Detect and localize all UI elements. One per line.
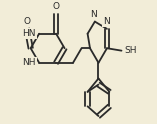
Text: O: O — [24, 17, 30, 26]
Text: O: O — [53, 2, 60, 11]
Text: SH: SH — [125, 46, 137, 55]
Text: N: N — [104, 17, 110, 26]
Text: NH: NH — [23, 58, 36, 67]
Text: HN: HN — [23, 29, 36, 38]
Text: N: N — [90, 10, 97, 19]
